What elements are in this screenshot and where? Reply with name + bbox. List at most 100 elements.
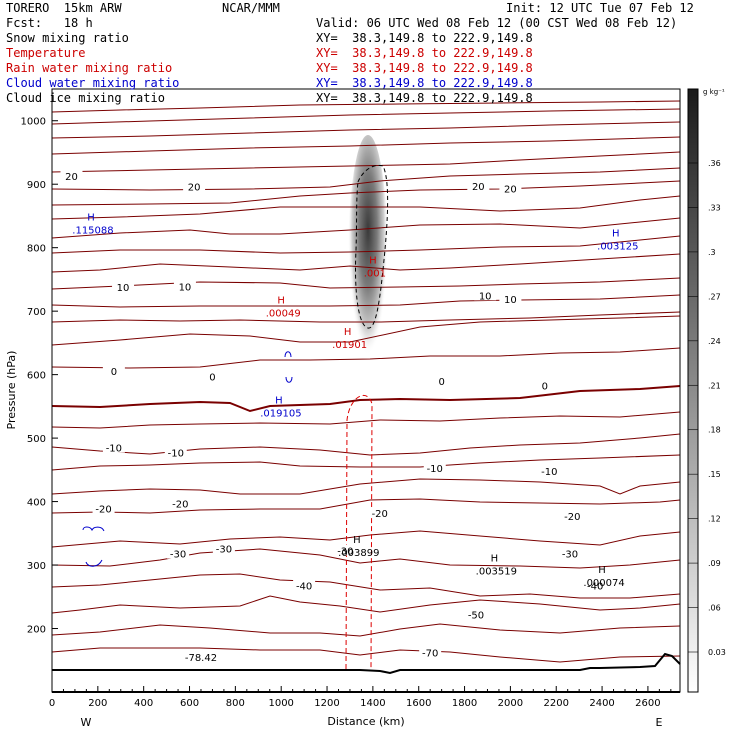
- isotherm: [51, 454, 681, 471]
- isotherm-label: 10: [117, 283, 130, 294]
- y-tick-label: 700: [27, 307, 46, 318]
- x-tick-label: 600: [180, 698, 199, 709]
- colorbar-tick-label: .18: [708, 426, 721, 435]
- isotherm-label: -78.42: [185, 653, 217, 664]
- colorbar-tick-label: .3: [708, 248, 716, 257]
- isotherm: [51, 478, 681, 495]
- isotherm: [51, 311, 681, 323]
- isotherm-label: 10: [479, 291, 492, 302]
- x-tick-label: 1400: [360, 698, 385, 709]
- isotherm-label-bg: [102, 441, 125, 453]
- field-name: Snow mixing ratio: [6, 31, 129, 45]
- x-axis-title: Distance (km): [327, 715, 404, 728]
- forecast-hour: Fcst: 18 h: [6, 16, 93, 30]
- isotherm-label: -30: [337, 546, 353, 557]
- y-axis-title: Pressure (hPa): [5, 351, 18, 430]
- field-name: Cloud water mixing ratio: [6, 76, 180, 90]
- isotherm-lines: [51, 100, 681, 663]
- x-tick-label: 2400: [589, 698, 614, 709]
- y-tick-label: 200: [27, 625, 46, 636]
- isotherm-label-bg: [183, 180, 206, 192]
- isotherm-label-bg: [173, 280, 196, 292]
- x-tick-label: 2000: [498, 698, 523, 709]
- isotherm-label-bg: [293, 579, 316, 591]
- init-time: Init: 12 UTC Tue 07 Feb 12: [506, 1, 694, 15]
- field-xy-range: XY= 38.3,149.8 to 222.9,149.8: [316, 91, 533, 105]
- west-label: W: [81, 716, 92, 729]
- isotherm-label-bg: [499, 293, 522, 305]
- isotherm-label-bg: [558, 547, 581, 559]
- x-tick-label: 400: [134, 698, 153, 709]
- center-title: NCAR/MMM: [222, 1, 280, 15]
- y-tick-label: 300: [27, 561, 46, 572]
- isotherm-label-bg: [201, 370, 224, 382]
- isotherm: [51, 548, 681, 569]
- isotherm: [51, 253, 681, 273]
- isotherm-label: -10: [168, 449, 184, 460]
- isotherm-label-bg: [212, 542, 235, 554]
- isotherm-label: -20: [95, 505, 111, 516]
- isotherm-label-bg: [334, 544, 357, 556]
- colorbar-tick-label: .15: [708, 470, 721, 479]
- isotherm: [51, 530, 681, 548]
- isotherm: [51, 498, 681, 514]
- isotherm: [51, 180, 681, 206]
- max-value: .00049: [266, 309, 301, 320]
- isotherm-label-bg: [533, 379, 556, 391]
- isotherm-label: -70: [422, 649, 438, 660]
- x-tick-label: 200: [88, 698, 107, 709]
- y-tick-label: 500: [27, 434, 46, 445]
- isotherm-label-bg: [465, 608, 488, 620]
- isotherm-label: -20: [172, 499, 188, 510]
- isotherm-label: 20: [504, 185, 517, 196]
- isotherm: [51, 433, 681, 456]
- isotherm-label-bg: [423, 461, 446, 473]
- isotherm-label: -20: [564, 512, 580, 523]
- isotherm-label-bg: [419, 646, 442, 658]
- field-name: Cloud ice mixing ratio: [6, 91, 165, 105]
- isotherm-label: -30: [216, 545, 232, 556]
- isotherm-label-bg: [467, 180, 490, 192]
- cloud-water-contour: [284, 351, 292, 358]
- max-value: .003519: [476, 566, 517, 577]
- colorbar-unit: g kg⁻¹: [703, 88, 725, 96]
- max-value: .001: [364, 269, 386, 280]
- colorbar-tick-label: .12: [708, 515, 721, 524]
- isotherm: [51, 385, 681, 413]
- max-value: .003125: [597, 241, 638, 252]
- max-marker: H: [275, 395, 283, 406]
- cloud-water-marks: [82, 351, 293, 567]
- isotherm-label-bg: [167, 547, 190, 559]
- x-tick-label: 2600: [635, 698, 660, 709]
- isotherm-label-bg: [430, 374, 453, 386]
- field-xy-range: XY= 38.3,149.8 to 222.9,149.8: [316, 46, 533, 60]
- isotherm: [51, 235, 681, 254]
- field-xy-range: XY= 38.3,149.8 to 222.9,149.8: [316, 61, 533, 75]
- y-tick-label: 900: [27, 180, 46, 191]
- isotherm: [51, 217, 681, 239]
- isotherm-label-bg: [474, 289, 497, 301]
- isotherm-label-bg: [538, 465, 561, 477]
- y-tick-label: 400: [27, 498, 46, 509]
- rain-water-contour: [345, 394, 373, 670]
- cloud-water-contour: [85, 559, 103, 567]
- isotherm: [51, 195, 681, 220]
- isotherm-label-bg: [584, 579, 607, 591]
- max-value: .003899: [338, 548, 379, 559]
- isotherm: [51, 573, 681, 599]
- max-marker: H: [598, 565, 606, 576]
- isotherm-label-bg: [368, 507, 391, 519]
- isotherm-label: 0: [438, 377, 444, 388]
- colorbar-tick-label: .36: [708, 159, 721, 168]
- isotherm-label: 20: [472, 182, 485, 193]
- max-marker: H: [612, 228, 620, 239]
- isotherm-label-bg: [60, 169, 83, 181]
- max-value: .01901: [332, 340, 367, 351]
- isotherm-label-bg: [92, 502, 115, 514]
- model-title: TORERO 15km ARW: [6, 1, 122, 15]
- isotherm: [51, 347, 681, 369]
- isotherm-label: -50: [468, 611, 484, 622]
- max-marker: H: [369, 256, 377, 267]
- field-name: Temperature: [6, 46, 86, 60]
